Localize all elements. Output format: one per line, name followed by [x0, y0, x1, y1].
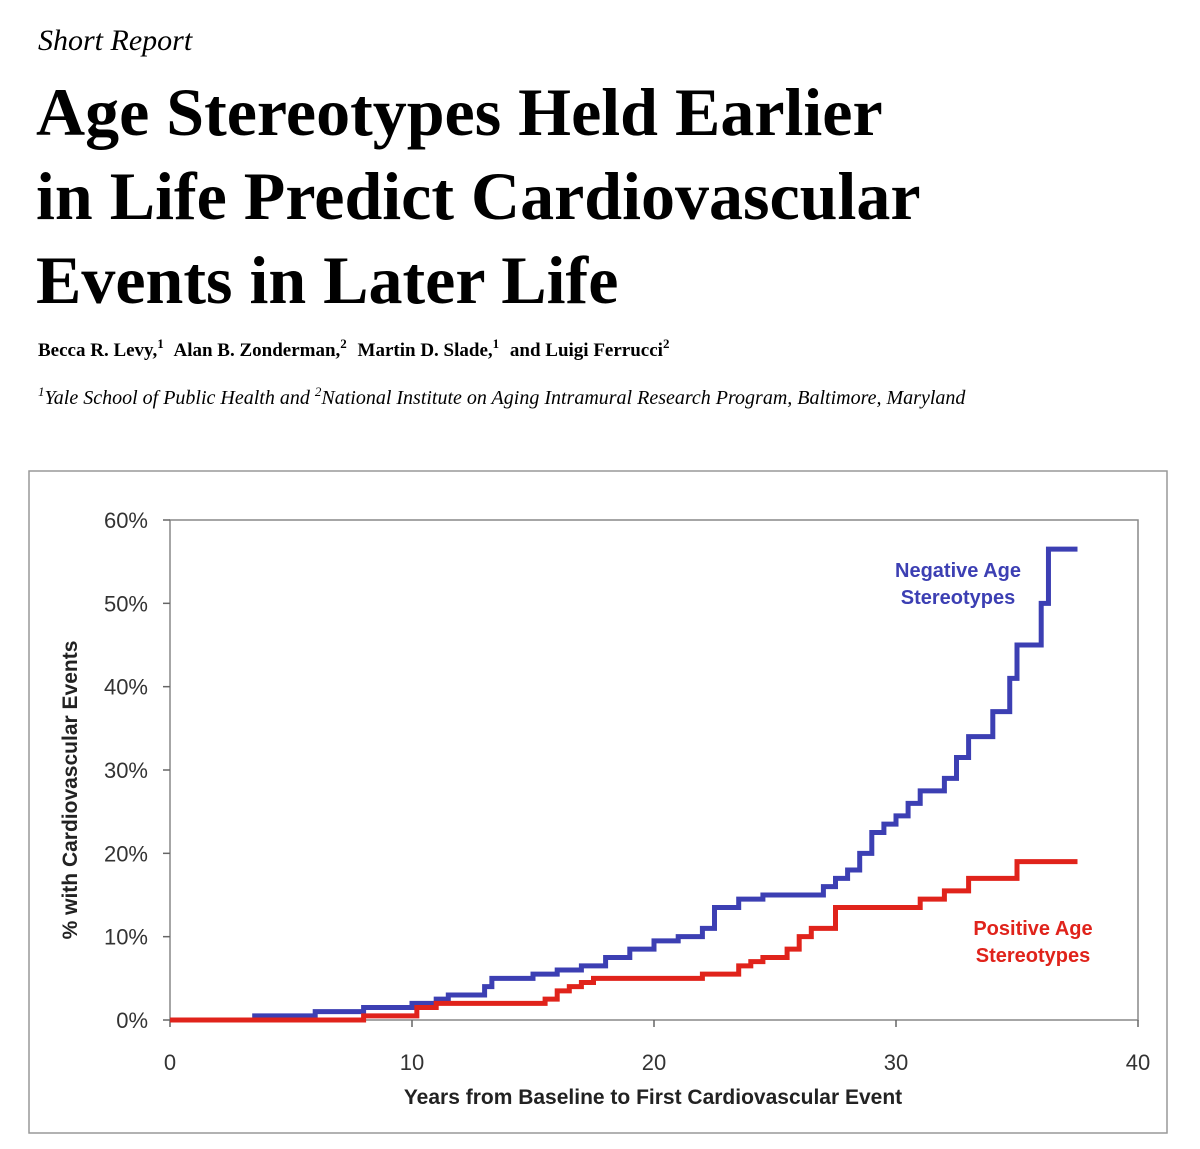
- authors: Becca R. Levy,1 Alan B. Zonderman,2 Mart…: [38, 336, 669, 361]
- figure-frame: [28, 470, 1168, 1134]
- author-sup: 1: [493, 336, 500, 351]
- title-line: Events in Later Life: [36, 242, 618, 318]
- x-axis-label: Years from Baseline to First Cardiovascu…: [404, 1086, 902, 1109]
- author-sup: 1: [157, 336, 164, 351]
- y-tick-label: 50%: [104, 591, 148, 616]
- x-tick-label: 0: [164, 1050, 176, 1075]
- y-tick-label: 40%: [104, 675, 148, 700]
- x-tick-label: 10: [400, 1050, 424, 1075]
- series-line: [170, 859, 1078, 1023]
- y-tick-label: 10%: [104, 925, 148, 950]
- series-annotation: Stereotypes: [976, 945, 1091, 967]
- author-name: Martin D. Slade,: [358, 340, 493, 361]
- author-name: Becca R. Levy,: [38, 340, 158, 361]
- series-annotation: Stereotypes: [901, 587, 1016, 609]
- title-line: Age Stereotypes Held Earlier: [36, 74, 883, 150]
- kicker: Short Report: [38, 24, 193, 57]
- x-tick-label: 30: [884, 1050, 908, 1075]
- y-tick-label: 0%: [116, 1008, 148, 1033]
- x-tick-label: 20: [642, 1050, 666, 1075]
- affiliation-text: National Institute on Aging Intramural R…: [320, 387, 966, 409]
- affiliation-text: Yale School of Public Health and: [45, 387, 315, 409]
- author-sup: 2: [340, 336, 347, 351]
- author-name: and Luigi Ferrucci: [510, 340, 663, 361]
- y-tick-label: 60%: [104, 508, 148, 533]
- affiliation-sup: 1: [38, 384, 45, 399]
- affiliations: 1Yale School of Public Health and 2Natio…: [38, 384, 966, 409]
- author-sup: 2: [663, 336, 670, 351]
- y-tick-label: 30%: [104, 758, 148, 783]
- author-name: Alan B. Zonderman,: [173, 340, 340, 361]
- affiliation-sup: 2: [315, 384, 322, 399]
- y-axis-label: % with Cardiovascular Events: [59, 641, 82, 940]
- y-tick-label: 20%: [104, 841, 148, 866]
- x-tick-label: 40: [1126, 1050, 1150, 1075]
- series-line: [170, 546, 1078, 1023]
- series-annotation: Negative Age: [895, 560, 1021, 582]
- title-line: in Life Predict Cardiovascular: [36, 158, 921, 234]
- series-annotation: Positive Age: [973, 918, 1092, 940]
